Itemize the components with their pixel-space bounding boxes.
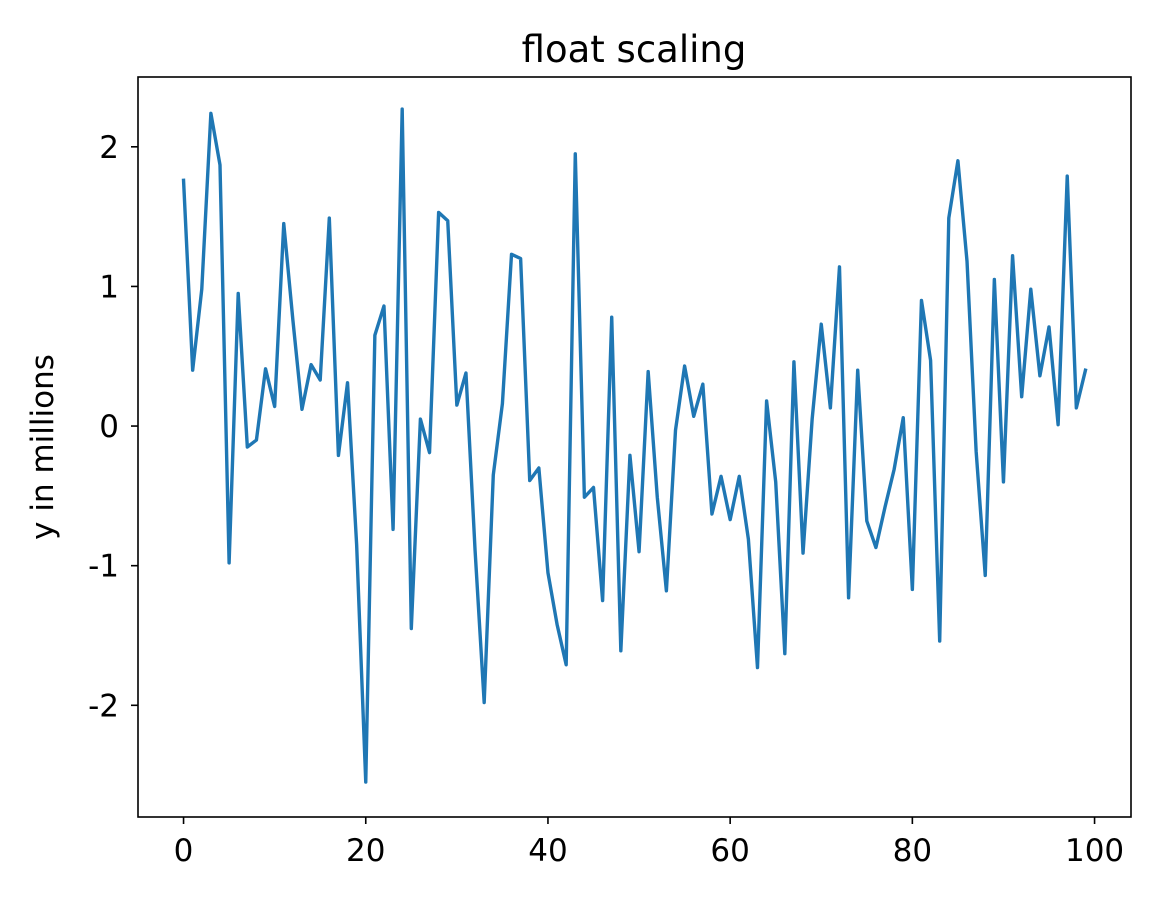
chart-title: float scaling <box>522 28 747 71</box>
x-tick-label: 40 <box>528 833 567 869</box>
x-tick-label: 60 <box>710 833 749 869</box>
y-axis: 2 1 0 -1 -2 <box>88 130 138 724</box>
series-line-1 <box>181 107 1088 784</box>
y-tick-label: -1 <box>88 549 119 585</box>
y-tick-label: 0 <box>99 409 119 445</box>
x-tick-label: 0 <box>174 833 194 869</box>
plot-area <box>181 107 1088 784</box>
y-tick-label: 2 <box>99 130 119 166</box>
x-tick-label: 80 <box>893 833 932 869</box>
plot-frame <box>137 76 1132 818</box>
y-axis-label: y in millions <box>25 354 61 540</box>
y-tick-label: -2 <box>88 688 119 724</box>
x-tick-label: 20 <box>346 833 385 869</box>
x-axis: 0 20 40 60 80 100 <box>174 817 1124 869</box>
x-tick-label: 100 <box>1065 833 1124 869</box>
y-tick-label: 1 <box>99 269 119 305</box>
